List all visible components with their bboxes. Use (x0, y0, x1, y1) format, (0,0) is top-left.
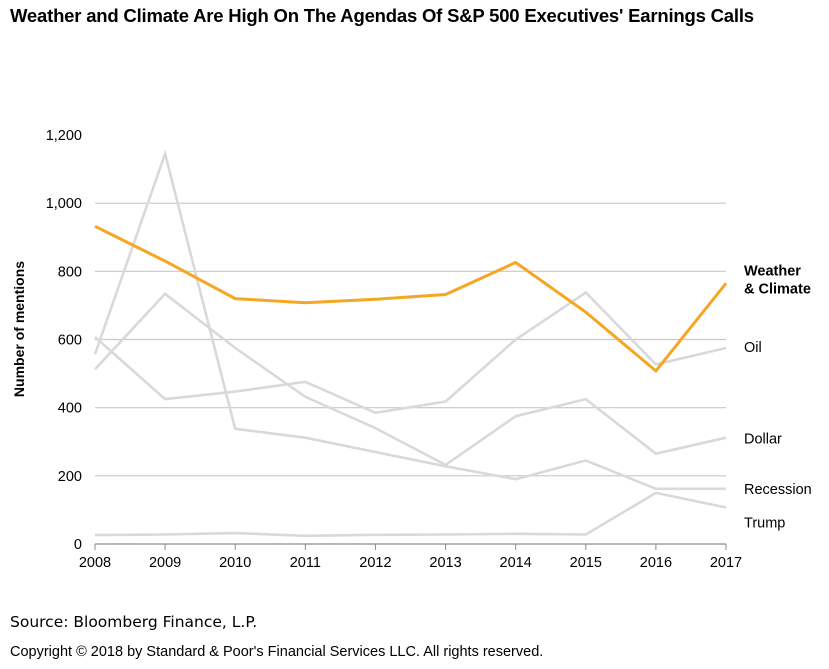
series-label-weather-climate: & Climate (744, 281, 811, 297)
series-line-dollar (94, 292, 727, 467)
series-line-weather-climate (94, 224, 728, 374)
series-label-weather-climate: Weather (744, 263, 801, 279)
source-note: Source: Bloomberg Finance, L.P. (10, 613, 258, 631)
x-tick-label: 2013 (429, 555, 461, 571)
x-tick-label: 2012 (359, 555, 391, 571)
x-tick-label: 2015 (570, 555, 602, 571)
y-tick-label: 0 (74, 537, 82, 553)
y-tick-label: 600 (58, 333, 82, 349)
x-tick-label: 2014 (500, 555, 532, 571)
y-tick-label: 1,000 (46, 196, 82, 212)
series-label-recession: Recession (744, 482, 812, 498)
y-tick-label: 200 (58, 469, 82, 485)
x-tick-label: 2010 (219, 555, 251, 571)
y-tick-label: 400 (58, 401, 82, 417)
series-line-oil (94, 290, 727, 415)
series-lines (93, 149, 728, 538)
copyright-note: Copyright © 2018 by Standard & Poor's Fi… (10, 644, 544, 660)
series-label-trump: Trump (744, 516, 785, 532)
y-tick-label: 800 (58, 264, 82, 280)
x-tick-label: 2008 (79, 555, 111, 571)
chart-title: Weather and Climate Are High On The Agen… (10, 5, 754, 26)
x-tick-label: 2009 (149, 555, 181, 571)
series-label-oil: Oil (744, 340, 762, 356)
y-axis: 0 200 400 600 800 1,000 1,200 (46, 128, 82, 553)
x-tick-label: 2017 (710, 555, 742, 571)
x-tick-label: 2011 (290, 555, 321, 571)
y-tick-label: 1,200 (46, 128, 82, 144)
series-line-trump (94, 491, 727, 538)
y-axis-label: Number of mentions (11, 261, 27, 397)
series-line-recession (93, 149, 726, 491)
x-axis: 2008 2009 2010 2011 2012 2013 2014 2015 2016 2017 (79, 543, 742, 571)
series-label-dollar: Dollar (744, 432, 782, 448)
series-labels: Weather & Climate Oil Dollar Recession Trump (744, 263, 812, 531)
x-tick-label: 2016 (640, 555, 672, 571)
